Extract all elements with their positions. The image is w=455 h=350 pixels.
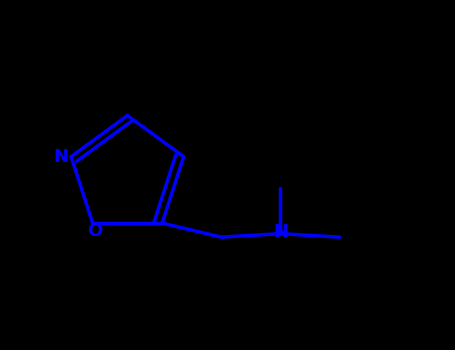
Text: N: N (54, 148, 69, 166)
Text: N: N (273, 223, 288, 241)
Text: O: O (87, 222, 102, 240)
